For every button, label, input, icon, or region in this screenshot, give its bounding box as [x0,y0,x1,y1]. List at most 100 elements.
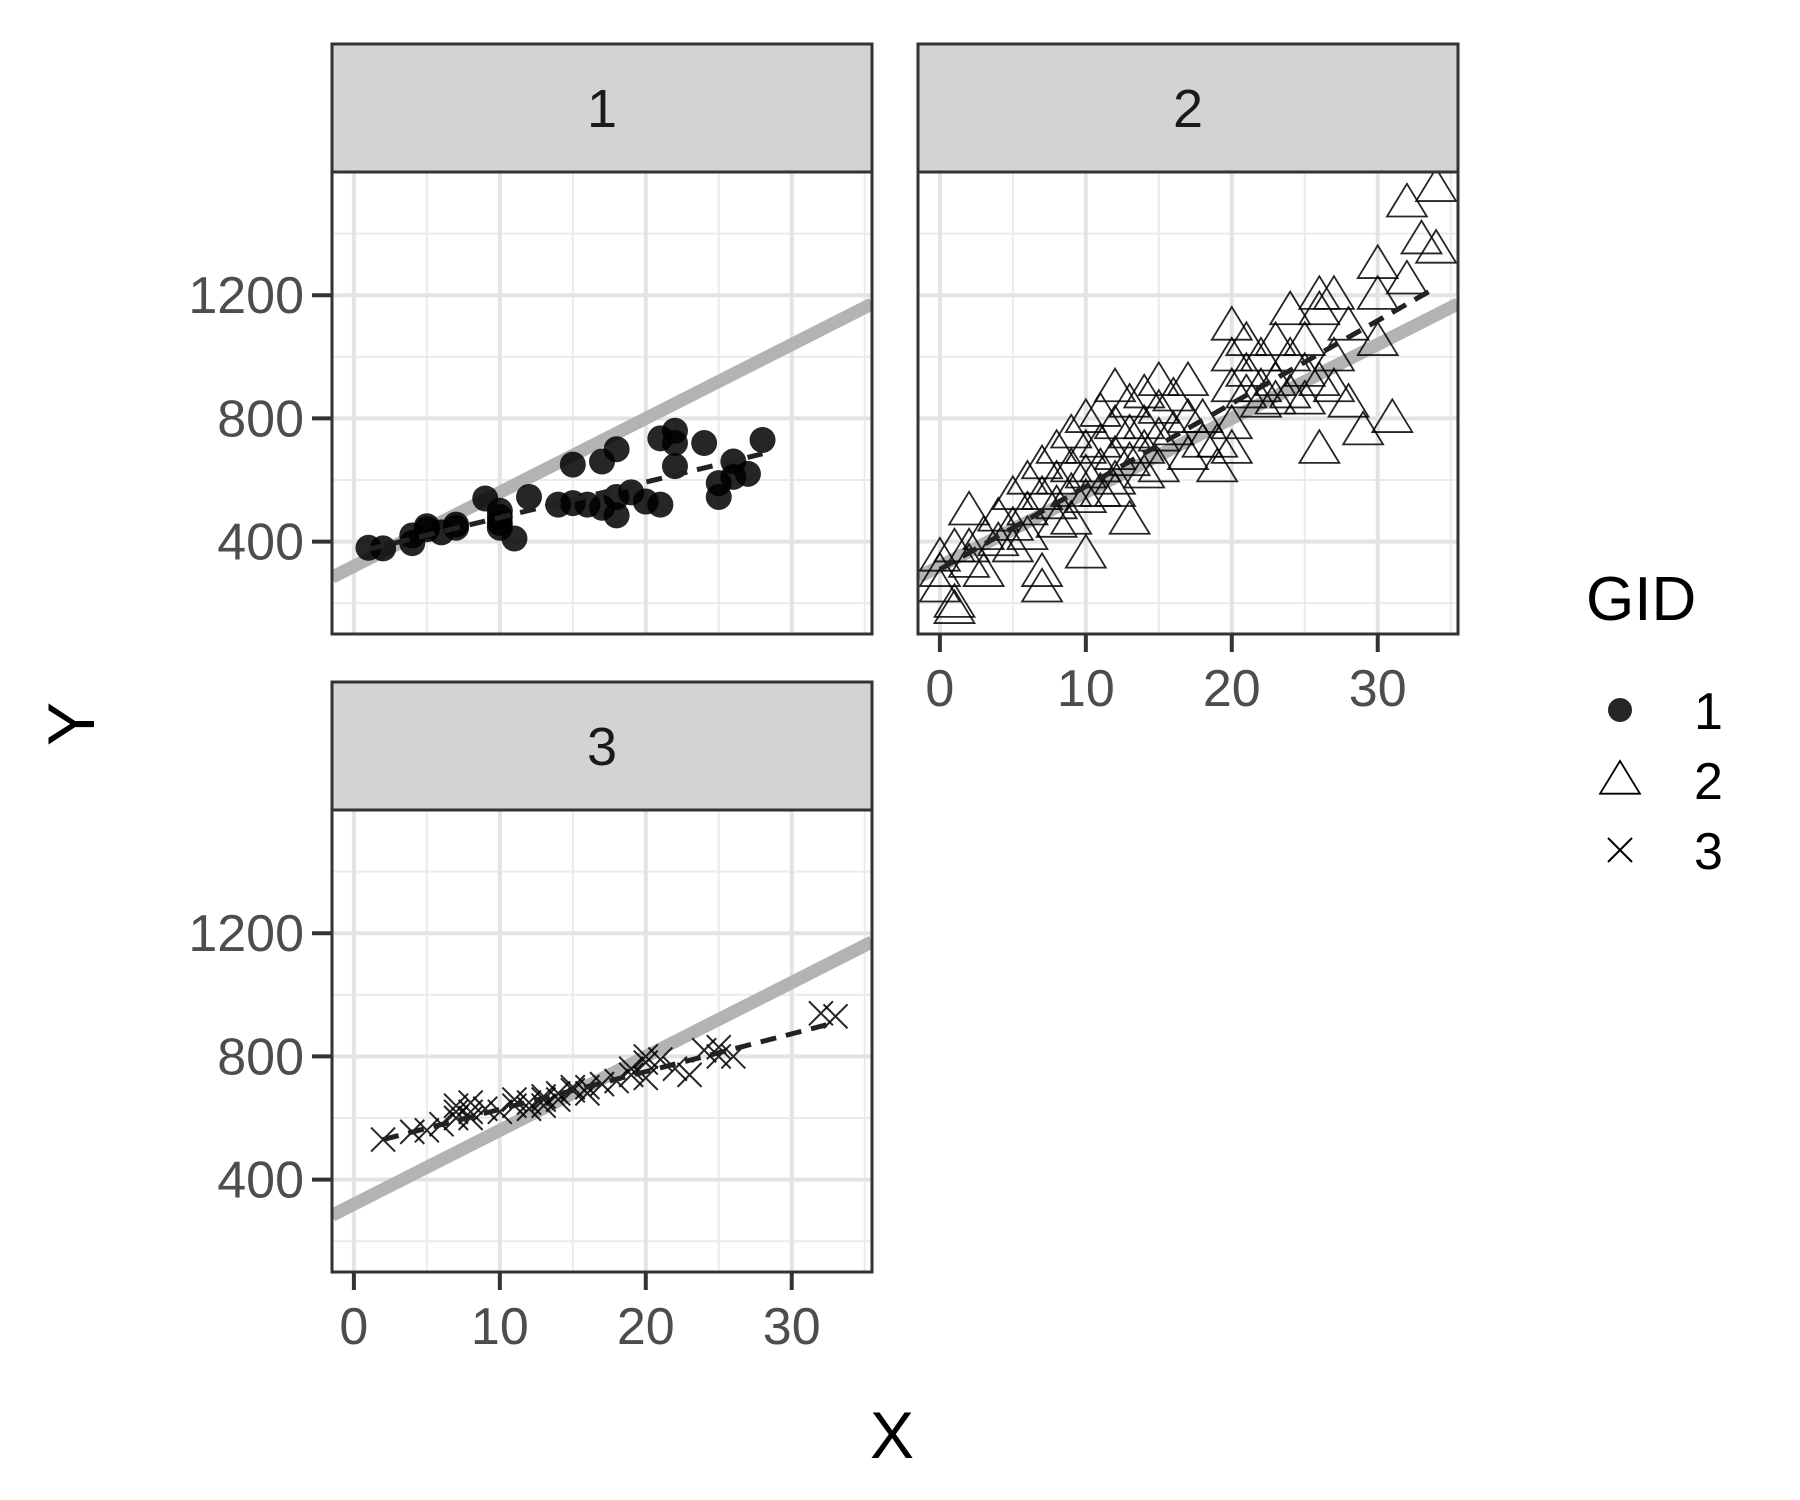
data-point [516,483,543,510]
data-point [976,520,1020,557]
data-point [443,1092,469,1119]
data-point [962,551,1006,587]
legend-label: 1 [1694,683,1723,741]
data-point [1078,391,1122,427]
panel-strip-label: 3 [587,717,617,777]
panel-strip [330,680,874,812]
data-point [370,535,397,562]
data-point [1122,403,1166,440]
data-point [661,430,688,457]
data-point [1239,336,1283,372]
data-point [1093,434,1137,470]
data-point [501,525,528,552]
data-point [734,460,761,487]
x-tick-label: 0 [339,1298,368,1356]
x-axis-title: X [870,1398,914,1472]
panel-plot-area [332,810,872,1272]
data-point [1049,499,1093,535]
data-point [647,491,674,518]
data-point [1005,490,1050,526]
x-tick-label: 30 [763,1298,821,1356]
data-point [1297,428,1341,464]
panel-plot-area [332,172,872,634]
data-point [1151,409,1195,446]
panel-background [332,810,872,1272]
legend-key-circle [1608,698,1632,722]
data-point [1108,382,1152,418]
x-tick-label: 20 [617,1298,675,1356]
panel-border [916,170,1460,636]
data-point [1078,446,1122,483]
data-point [633,1065,659,1091]
fit-line [367,451,764,552]
data-point [1297,360,1341,397]
data-point [1122,453,1166,489]
legend-label: 2 [1694,753,1723,811]
legend-label: 3 [1694,823,1723,881]
data-point [822,1003,849,1030]
panel-strip-label: 1 [587,79,617,139]
data-point [1093,366,1137,403]
data-point [1064,477,1108,514]
y-tick-label: 800 [217,1028,304,1086]
data-point [516,1089,542,1116]
data-point [1005,459,1050,495]
data-point [918,567,962,603]
data-point [705,483,732,510]
data-point [1122,373,1166,409]
data-point [691,430,718,457]
data-point [932,582,977,618]
data-point [1195,422,1239,458]
panel-strip [330,42,874,174]
data-point [1385,259,1429,295]
data-point [443,511,470,538]
data-point [1166,360,1210,397]
panel-border [330,170,874,636]
data-point [1254,320,1298,356]
data-point [1210,336,1254,372]
data-point [559,451,586,478]
data-point [1195,446,1239,483]
data-point [1210,403,1254,440]
data-point [1166,434,1210,470]
data-point [1108,440,1152,477]
y-tick-label: 800 [217,390,304,448]
data-point [1224,320,1268,356]
data-point [633,1043,659,1070]
data-point [932,588,977,624]
y-tick-label: 1200 [188,267,304,325]
data-point [414,1117,440,1144]
data-point [603,436,630,463]
fit-line [938,285,1438,572]
data-point [1108,413,1152,449]
data-point [1020,551,1064,587]
data-point [370,1126,396,1153]
x-tick-label: 30 [1349,660,1407,718]
data-point [1137,416,1181,452]
data-point [1297,289,1341,326]
data-point [1035,459,1079,495]
data-point [1210,366,1254,403]
data-point [1064,533,1108,569]
data-point [618,1062,644,1088]
data-point [1254,360,1298,397]
panel-2: 20 10 20 30 [916,42,1460,718]
data-point [1326,382,1371,418]
data-point [918,551,962,587]
data-point [1035,502,1079,538]
data-point [501,1086,528,1113]
data-point [1137,388,1181,424]
data-point [991,527,1035,563]
data-point [1035,483,1079,520]
data-point [1341,409,1385,446]
data-point [1210,305,1254,341]
data-point [1210,428,1254,464]
panel-strip [916,42,1460,174]
data-point [1312,274,1356,310]
data-point [947,490,991,526]
data-point [662,1056,688,1082]
data-point [1414,172,1458,202]
data-point [545,1080,571,1107]
x-tick-label: 10 [471,1298,529,1356]
y-tick-label: 400 [217,1152,304,1210]
